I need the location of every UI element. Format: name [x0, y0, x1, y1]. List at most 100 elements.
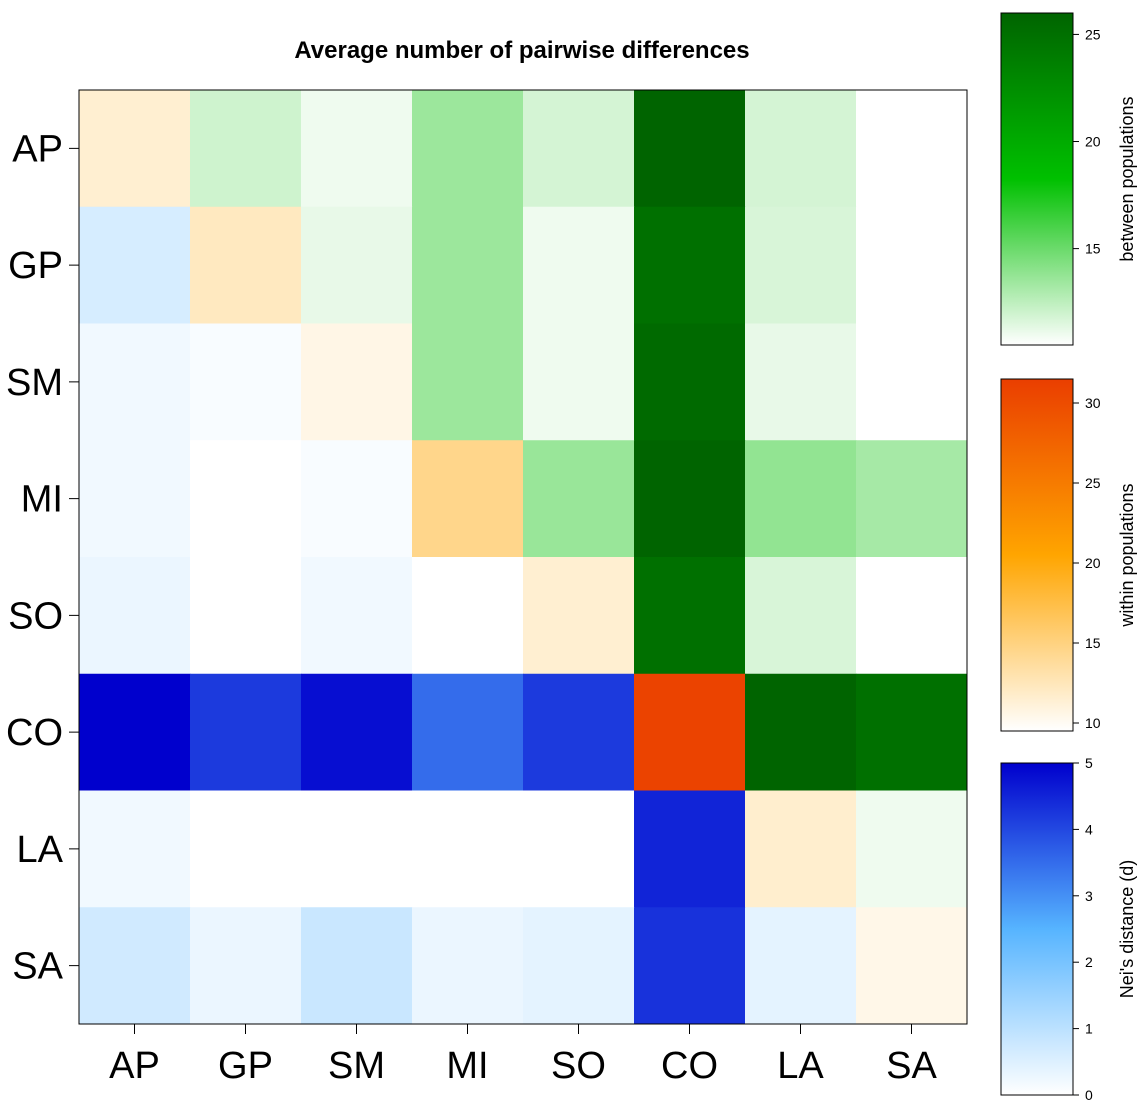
heatmap-cell-co-sm [301, 673, 413, 791]
heatmap-cell-sm-ap [79, 323, 191, 441]
legend-bar-within-populations [1000, 378, 1074, 732]
x-tick-label-sm: SM [328, 1045, 385, 1087]
legend-tick-label-within-populations-20: 20 [1085, 555, 1101, 571]
legend-tick-label-between-populations-15: 15 [1085, 241, 1101, 257]
heatmap-cell-la-co [634, 790, 746, 908]
heatmap-cell-mi-gp [190, 440, 302, 558]
heatmap-cell-gp-sm [301, 206, 413, 324]
heatmap-cell-co-co [634, 673, 746, 791]
legend-tick-label-nei-s-distance-d-2: 2 [1085, 954, 1093, 970]
heatmap-cell-so-so [523, 557, 635, 675]
heatmap-cell-ap-so [523, 90, 635, 208]
heatmap-cell-sa-la [745, 907, 857, 1025]
heatmap-cell-co-sa [856, 673, 968, 791]
heatmap-cell-mi-ap [79, 440, 191, 558]
legend-bar-between-populations [1000, 12, 1074, 346]
legend-title-nei-s-distance-d: Nei's distance (d) [1117, 860, 1137, 999]
heatmap-cell-so-la [745, 557, 857, 675]
heatmap-cell-gp-sa [856, 206, 968, 324]
chart-title: Average number of pairwise differences [294, 37, 749, 64]
heatmap-cell-gp-co [634, 206, 746, 324]
heatmap-cell-sa-ap [79, 907, 191, 1025]
heatmap-cell-ap-mi [412, 90, 524, 208]
heatmap-cell-ap-sm [301, 90, 413, 208]
legend-title-within-populations: within populations [1117, 483, 1137, 627]
heatmap-cell-ap-ap [79, 90, 191, 208]
legend-title-between-populations: between populations [1117, 96, 1137, 261]
heatmap-cell-so-sm [301, 557, 413, 675]
heatmap-cell-mi-co [634, 440, 746, 558]
heatmap-cell-sm-la [745, 323, 857, 441]
heatmap-cell-la-ap [79, 790, 191, 908]
heatmap-cell-sm-sm [301, 323, 413, 441]
heatmap-cell-la-sm [301, 790, 413, 908]
y-tick-label-sm: SM [6, 362, 63, 404]
heatmap-cell-sa-co [634, 907, 746, 1025]
plot-frame [78, 89, 968, 1025]
y-tick-label-la: LA [17, 829, 64, 871]
heatmap-cell-co-mi [412, 673, 524, 791]
heatmap-cell-sm-co [634, 323, 746, 441]
heatmap-cell-so-ap [79, 557, 191, 675]
heatmap-cell-la-mi [412, 790, 524, 908]
y-tick-label-sa: SA [12, 946, 63, 988]
y-tick-label-gp: GP [8, 245, 63, 287]
y-tick-label-mi: MI [21, 479, 63, 521]
heatmap-cell-la-sa [856, 790, 968, 908]
heatmap-cell-mi-so [523, 440, 635, 558]
heatmap-cell-sm-so [523, 323, 635, 441]
x-tick-label-la: LA [777, 1045, 824, 1087]
heatmap-cell-gp-so [523, 206, 635, 324]
x-tick-label-ap: AP [109, 1045, 160, 1087]
legend-tick-label-between-populations-25: 25 [1085, 26, 1101, 42]
x-tick-label-co: CO [661, 1045, 718, 1087]
legend-tick-label-nei-s-distance-d-4: 4 [1085, 821, 1093, 837]
heatmap-cell-mi-mi [412, 440, 524, 558]
heatmap-cell-ap-co [634, 90, 746, 208]
heatmap-cell-ap-gp [190, 90, 302, 208]
y-tick-label-so: SO [8, 595, 63, 637]
heatmap-cell-mi-sm [301, 440, 413, 558]
legend-bar-nei-s-distance-d [1000, 762, 1074, 1096]
legend-tick-label-within-populations-15: 15 [1085, 635, 1101, 651]
heatmap-cell-so-mi [412, 557, 524, 675]
legend-tick-label-nei-s-distance-d-1: 1 [1085, 1021, 1093, 1037]
heatmap-cell-gp-la [745, 206, 857, 324]
heatmap-cell-sa-mi [412, 907, 524, 1025]
heatmap-cell-mi-sa [856, 440, 968, 558]
heatmap-cell-sm-gp [190, 323, 302, 441]
legend-tick-label-nei-s-distance-d-5: 5 [1085, 755, 1093, 771]
x-tick-label-gp: GP [218, 1045, 273, 1087]
heatmap-cell-co-ap [79, 673, 191, 791]
heatmap-cell-sa-so [523, 907, 635, 1025]
y-tick-label-co: CO [6, 712, 63, 754]
legend-tick-label-between-populations-20: 20 [1085, 134, 1101, 150]
legend-tick-label-within-populations-30: 30 [1085, 395, 1101, 411]
heatmap-cell-so-gp [190, 557, 302, 675]
heatmap-cell-so-sa [856, 557, 968, 675]
heatmap-cell-so-co [634, 557, 746, 675]
heatmap-cell-gp-ap [79, 206, 191, 324]
heatmap-cell-sa-sa [856, 907, 968, 1025]
heatmap-cell-gp-mi [412, 206, 524, 324]
heatmap-cell-la-la [745, 790, 857, 908]
heatmap-cell-la-so [523, 790, 635, 908]
heatmap-cell-gp-gp [190, 206, 302, 324]
legend-tick-label-within-populations-10: 10 [1085, 715, 1101, 731]
heatmap-cell-ap-sa [856, 90, 968, 208]
heatmap-cell-sm-mi [412, 323, 524, 441]
x-tick-label-sa: SA [886, 1045, 937, 1087]
x-tick-label-so: SO [551, 1045, 606, 1087]
heatmap-cell-sa-gp [190, 907, 302, 1025]
legend-tick-label-nei-s-distance-d-3: 3 [1085, 888, 1093, 904]
heatmap-cell-mi-la [745, 440, 857, 558]
heatmap-cell-co-la [745, 673, 857, 791]
heatmap-cell-co-so [523, 673, 635, 791]
heatmap-cell-ap-la [745, 90, 857, 208]
heatmap-cell-sm-sa [856, 323, 968, 441]
y-tick-label-ap: AP [12, 128, 63, 170]
legend-tick-label-within-populations-25: 25 [1085, 475, 1101, 491]
x-tick-label-mi: MI [446, 1045, 488, 1087]
